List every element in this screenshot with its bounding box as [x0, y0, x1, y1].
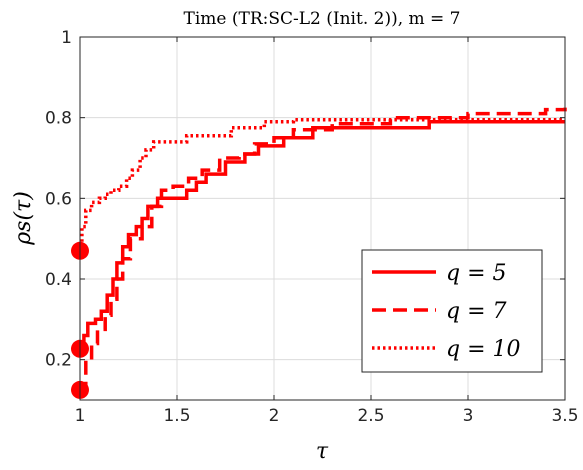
y-axis-label: ρs(τ)	[11, 191, 36, 246]
x-tick-label: 1.5	[163, 406, 190, 426]
y-tick-label: 0.2	[45, 351, 72, 371]
x-tick-label: 2.5	[357, 406, 384, 426]
y-tick-label: 1	[61, 28, 72, 48]
series-layer	[80, 107, 567, 392]
y-tick-label: 0.4	[45, 270, 72, 290]
series-line-3	[80, 117, 565, 253]
legend-label-1: q = 5	[446, 261, 507, 286]
x-tick-label: 1	[75, 406, 86, 426]
y-axis: 0.2 0.4 0.6 0.8 1	[45, 28, 565, 371]
plot-frame	[79, 36, 566, 401]
series-line-2	[80, 107, 567, 392]
x-tick-label: 3.5	[551, 406, 578, 426]
legend-label-3: q = 10	[446, 337, 521, 362]
chart-title: Time (TR:SC-L2 (Init. 2)), m = 7	[183, 9, 460, 29]
x-tick-label: 3	[463, 406, 474, 426]
x-axis: 1 1.5 2 2.5 3 3.5	[75, 37, 579, 426]
x-axis-label: τ	[316, 439, 329, 464]
x-tick-label: 2	[269, 406, 280, 426]
y-tick-label: 0.8	[45, 109, 72, 129]
y-tick-label: 0.6	[45, 189, 72, 209]
legend: q = 5 q = 7 q = 10	[361, 249, 543, 373]
series-line-1	[80, 119, 565, 351]
legend-label-2: q = 7	[446, 299, 507, 324]
